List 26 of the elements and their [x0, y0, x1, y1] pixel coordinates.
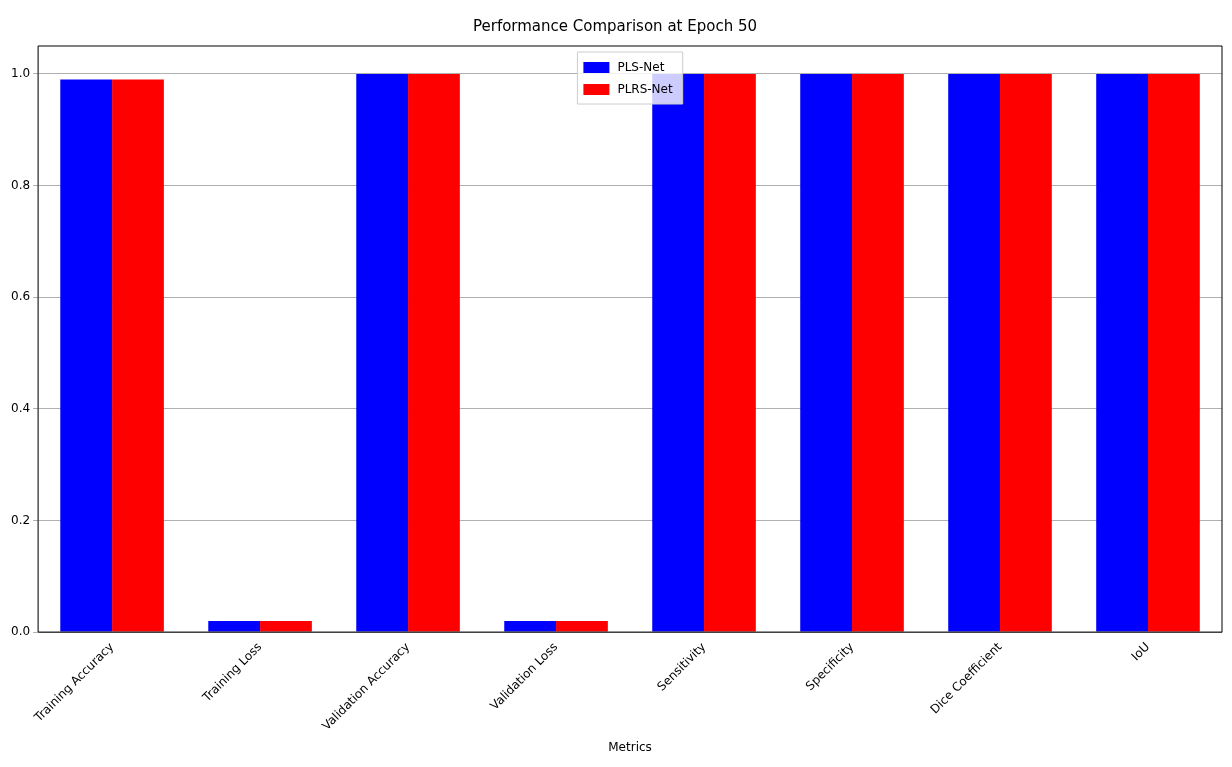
bar	[852, 73, 904, 632]
bar	[1148, 73, 1200, 632]
bar	[260, 620, 312, 632]
bar	[60, 79, 113, 632]
bar	[948, 73, 1001, 632]
y-tick-label: 0.6	[10, 289, 31, 304]
bar	[704, 73, 756, 632]
y-tick-label: 0.0	[10, 624, 31, 639]
y-tick-label: 0.4	[10, 400, 31, 415]
bar	[504, 620, 557, 632]
bar	[208, 620, 261, 632]
bar	[556, 620, 608, 632]
bar	[1096, 73, 1149, 632]
x-axis-title: Metrics	[608, 739, 652, 754]
x-tick-label: IoU	[1128, 639, 1153, 664]
y-tick-label: 0.8	[10, 177, 31, 192]
bar	[356, 73, 409, 632]
chart-title: Performance Comparison at Epoch 50	[472, 16, 758, 35]
bar	[408, 73, 460, 632]
y-tick-label: 1.0	[10, 66, 31, 81]
legend-label: PLS-Net	[617, 60, 665, 75]
bar	[1000, 73, 1052, 632]
y-tick-label: 0.2	[10, 512, 31, 527]
bar	[112, 79, 164, 632]
bar	[800, 73, 853, 632]
legend-label: PLRS-Net	[617, 82, 673, 97]
